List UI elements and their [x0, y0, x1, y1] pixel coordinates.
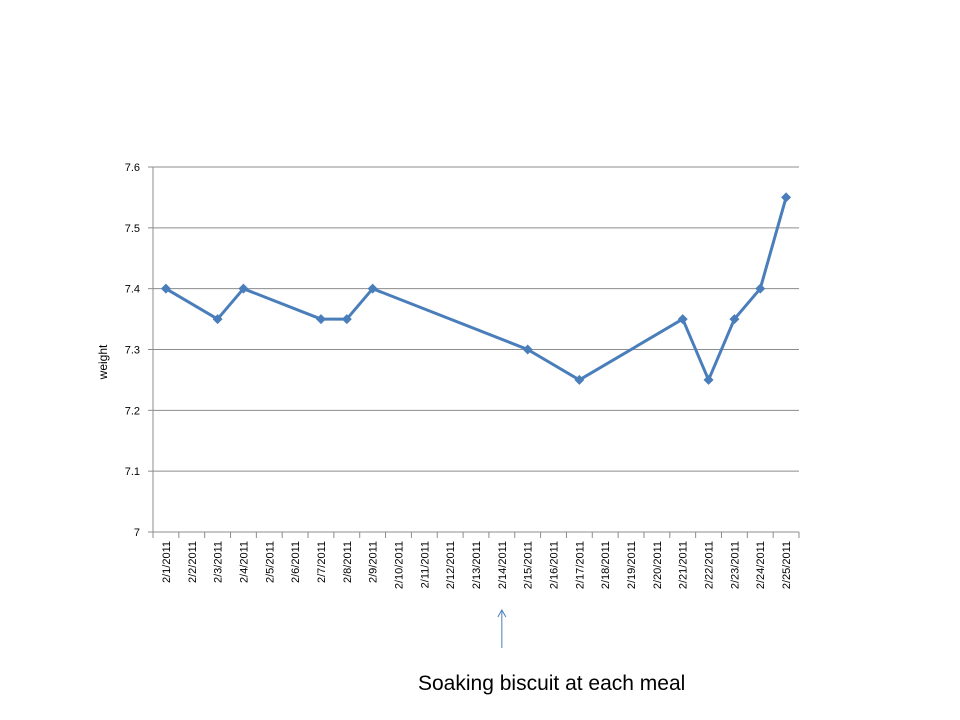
data-point-marker [781, 192, 792, 203]
arrow-head [497, 608, 507, 618]
y-tick-label: 7.2 [125, 405, 140, 417]
x-tick-label: 2/6/2011 [290, 541, 302, 583]
x-tick-label: 2/16/2011 [549, 541, 561, 589]
x-tick-label: 2/9/2011 [368, 541, 380, 583]
x-tick-label: 2/18/2011 [600, 541, 612, 589]
x-tick-label: 2/12/2011 [445, 541, 457, 589]
x-tick-label: 2/25/2011 [781, 541, 793, 589]
data-point-marker [341, 314, 352, 325]
x-tick-label: 2/4/2011 [238, 541, 250, 583]
x-tick-label: 2/13/2011 [471, 541, 483, 589]
x-tick-label: 2/7/2011 [316, 541, 328, 583]
data-point-marker [755, 283, 766, 294]
y-tick-label: 7.6 [125, 162, 140, 174]
annotation-text: Soaking biscuit at each meal [418, 672, 686, 695]
x-tick-label: 2/15/2011 [523, 541, 535, 589]
y-tick-labels: 7 7.1 7.2 7.3 7.4 7.5 7.6 [125, 162, 140, 539]
gridlines [148, 166, 799, 533]
x-tick-label: 2/10/2011 [393, 541, 405, 589]
x-tick-label: 2/20/2011 [652, 541, 664, 589]
data-point-marker [703, 374, 714, 385]
x-tick-label: 2/24/2011 [755, 541, 767, 589]
x-tick-label: 2/21/2011 [678, 541, 690, 589]
y-tick-label: 7.5 [125, 223, 140, 235]
data-point-marker [212, 314, 223, 325]
y-tick-label: 7.3 [125, 345, 140, 357]
data-point-marker [677, 314, 688, 325]
x-tick-labels: 2/1/2011 2/2/2011 2/3/2011 2/4/2011 2/5/2011… [161, 541, 793, 589]
x-tick-label: 2/5/2011 [264, 541, 276, 583]
x-tick-label: 2/17/2011 [574, 541, 586, 589]
x-tick-label: 2/11/2011 [419, 541, 431, 588]
data-point-marker [315, 314, 326, 325]
x-tick-label: 2/14/2011 [497, 541, 509, 589]
data-point-marker [574, 374, 585, 385]
x-tick-label: 2/1/2011 [161, 541, 173, 583]
x-tick-label: 2/23/2011 [729, 541, 741, 589]
x-tick-label: 2/3/2011 [213, 541, 225, 583]
data-point-marker [160, 283, 171, 294]
data-point-marker [238, 283, 249, 294]
data-point-marker [729, 314, 740, 325]
axes [152, 167, 800, 538]
data-point-marker [522, 344, 533, 355]
y-tick-label: 7.4 [125, 284, 140, 296]
series [160, 192, 792, 385]
y-axis-label: weight [96, 344, 110, 380]
x-tick-label: 2/19/2011 [626, 541, 638, 589]
data-point-marker [367, 283, 378, 294]
annotation-arrow [497, 608, 507, 648]
x-tick-label: 2/8/2011 [342, 541, 354, 583]
x-tick-label: 2/2/2011 [187, 541, 199, 583]
y-tick-label: 7 [134, 527, 140, 539]
x-tick-label: 2/22/2011 [704, 541, 716, 589]
y-tick-label: 7.1 [125, 466, 140, 478]
